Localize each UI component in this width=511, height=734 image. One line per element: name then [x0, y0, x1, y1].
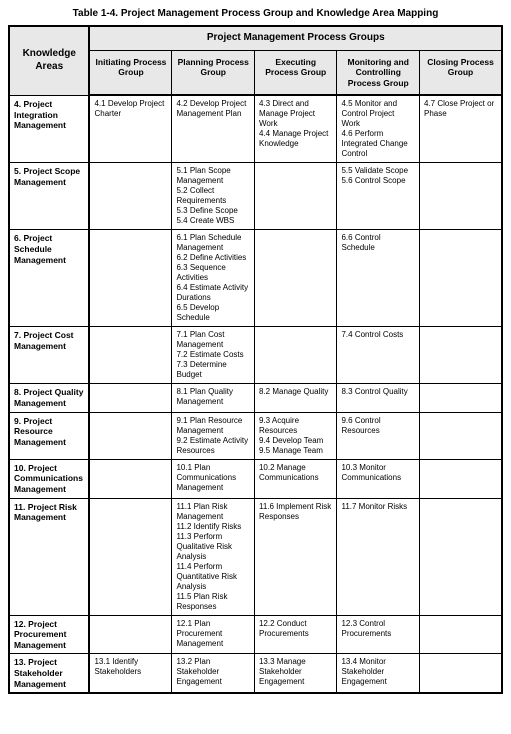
process-cell	[419, 163, 502, 230]
process-cell: 11.6 Implement Risk Responses	[254, 498, 337, 615]
process-cell: 10.1 Plan Communications Management	[172, 459, 255, 498]
corner-header: Knowledge Areas	[9, 26, 89, 95]
process-cell: 5.1 Plan Scope Management5.2 Collect Req…	[172, 163, 255, 230]
process-cell	[89, 163, 172, 230]
table-row: 10. Project Communications Management 10.…	[9, 459, 502, 498]
process-cell	[419, 412, 502, 459]
process-cell: 6.6 Control Schedule	[337, 230, 420, 327]
process-cell	[89, 327, 172, 384]
table-row: 6. Project Schedule Management 6.1 Plan S…	[9, 230, 502, 327]
process-cell: 4.7 Close Project or Phase	[419, 95, 502, 163]
process-cell: 11.7 Monitor Risks	[337, 498, 420, 615]
process-cell: 13.2 Plan Stakeholder Engagement	[172, 654, 255, 693]
process-cell: 11.1 Plan Risk Management11.2 Identify R…	[172, 498, 255, 615]
col-monitoring: Monitoring and Controlling Process Group	[337, 50, 420, 95]
knowledge-area-cell: 11. Project Risk Management	[9, 498, 89, 615]
process-cell	[254, 327, 337, 384]
knowledge-area-cell: 6. Project Schedule Management	[9, 230, 89, 327]
knowledge-area-cell: 5. Project Scope Management	[9, 163, 89, 230]
table-row: 11. Project Risk Management 11.1 Plan Ris…	[9, 498, 502, 615]
process-cell: 13.1 Identify Stakeholders	[89, 654, 172, 693]
process-cell: 4.5 Monitor and Control Project Work4.6 …	[337, 95, 420, 163]
knowledge-area-cell: 10. Project Communications Management	[9, 459, 89, 498]
knowledge-area-cell: 13. Project Stakeholder Management	[9, 654, 89, 693]
process-cell	[89, 459, 172, 498]
col-closing: Closing Process Group	[419, 50, 502, 95]
process-cell	[89, 384, 172, 412]
table-row: 12. Project Procurement Management 12.1 P…	[9, 615, 502, 654]
process-cell	[89, 498, 172, 615]
process-cell	[254, 230, 337, 327]
col-planning: Planning Process Group	[172, 50, 255, 95]
process-cell	[419, 230, 502, 327]
process-cell: 13.4 Monitor Stakeholder Engagement	[337, 654, 420, 693]
table-body: 4. Project Integration Management4.1 Dev…	[9, 95, 502, 693]
process-cell: 4.2 Develop Project Management Plan	[172, 95, 255, 163]
process-cell: 5.5 Validate Scope5.6 Control Scope	[337, 163, 420, 230]
process-cell: 4.3 Direct and Manage Project Work4.4 Ma…	[254, 95, 337, 163]
process-cell: 12.1 Plan Procurement Management	[172, 615, 255, 654]
process-cell	[89, 412, 172, 459]
process-cell: 8.2 Manage Quality	[254, 384, 337, 412]
process-cell: 10.2 Manage Communications	[254, 459, 337, 498]
col-initiating: Initiating Process Group	[89, 50, 172, 95]
process-cell: 10.3 Monitor Communications	[337, 459, 420, 498]
process-cell: 8.3 Control Quality	[337, 384, 420, 412]
process-cell: 9.3 Acquire Resources9.4 Develop Team9.5…	[254, 412, 337, 459]
mapping-table: Knowledge Areas Project Management Proce…	[8, 25, 503, 694]
process-cell	[419, 459, 502, 498]
process-cell: 13.3 Manage Stakeholder Engagement	[254, 654, 337, 693]
table-row: 9. Project Resource Management 9.1 Plan R…	[9, 412, 502, 459]
process-cell: 8.1 Plan Quality Management	[172, 384, 255, 412]
process-cell	[419, 654, 502, 693]
process-cell	[89, 615, 172, 654]
process-cell	[419, 615, 502, 654]
knowledge-area-cell: 12. Project Procurement Management	[9, 615, 89, 654]
process-cell	[419, 327, 502, 384]
table-row: 8. Project Quality Management 8.1 Plan Qu…	[9, 384, 502, 412]
col-executing: Executing Process Group	[254, 50, 337, 95]
process-cell	[254, 163, 337, 230]
table-row: 13. Project Stakeholder Management13.1 I…	[9, 654, 502, 693]
process-groups-header: Project Management Process Groups	[89, 26, 502, 50]
process-cell: 9.1 Plan Resource Management9.2 Estimate…	[172, 412, 255, 459]
table-row: 4. Project Integration Management4.1 Dev…	[9, 95, 502, 163]
process-cell	[89, 230, 172, 327]
knowledge-area-cell: 7. Project Cost Management	[9, 327, 89, 384]
process-cell: 4.1 Develop Project Charter	[89, 95, 172, 163]
process-cell	[419, 498, 502, 615]
knowledge-area-cell: 8. Project Quality Management	[9, 384, 89, 412]
table-row: 5. Project Scope Management 5.1 Plan Scop…	[9, 163, 502, 230]
table-title: Table 1-4. Project Management Process Gr…	[8, 8, 503, 19]
table-row: 7. Project Cost Management 7.1 Plan Cost …	[9, 327, 502, 384]
knowledge-area-cell: 9. Project Resource Management	[9, 412, 89, 459]
process-cell: 6.1 Plan Schedule Management6.2 Define A…	[172, 230, 255, 327]
process-cell: 12.2 Conduct Procurements	[254, 615, 337, 654]
process-cell: 7.1 Plan Cost Management7.2 Estimate Cos…	[172, 327, 255, 384]
process-cell	[419, 384, 502, 412]
process-cell: 7.4 Control Costs	[337, 327, 420, 384]
knowledge-area-cell: 4. Project Integration Management	[9, 95, 89, 163]
process-cell: 12.3 Control Procurements	[337, 615, 420, 654]
process-cell: 9.6 Control Resources	[337, 412, 420, 459]
